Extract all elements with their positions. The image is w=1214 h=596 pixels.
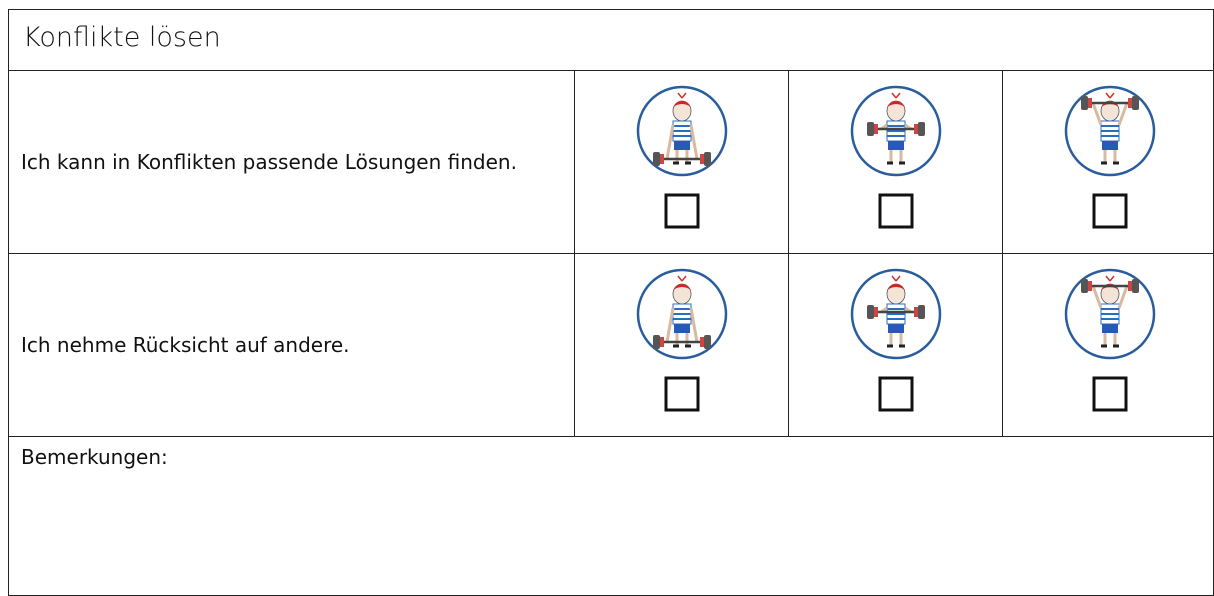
rating-icon[interactable] bbox=[789, 254, 1004, 437]
rating-icon[interactable] bbox=[575, 71, 790, 254]
rating-cell bbox=[788, 70, 1003, 254]
statement-cell: Ich nehme Rücksicht auf andere. bbox=[8, 253, 575, 437]
statement-cell: Ich kann in Konflikten passende Lösungen… bbox=[8, 70, 575, 254]
sheet-title: Konflikte lösen bbox=[8, 9, 1214, 71]
rating-cell bbox=[574, 253, 789, 437]
rating-cell bbox=[1002, 253, 1214, 437]
rating-icon[interactable] bbox=[789, 71, 1004, 254]
rating-icon[interactable] bbox=[1003, 71, 1214, 254]
rating-icon[interactable] bbox=[1003, 254, 1214, 437]
statement: Ich kann in Konflikten passende Lösungen… bbox=[21, 150, 517, 174]
rating-cell bbox=[574, 70, 789, 254]
remarks-label: Bemerkungen: bbox=[8, 436, 1214, 596]
statement: Ich nehme Rücksicht auf andere. bbox=[21, 333, 350, 357]
rating-cell bbox=[788, 253, 1003, 437]
rating-cell bbox=[1002, 70, 1214, 254]
rating-icon[interactable] bbox=[575, 254, 790, 437]
